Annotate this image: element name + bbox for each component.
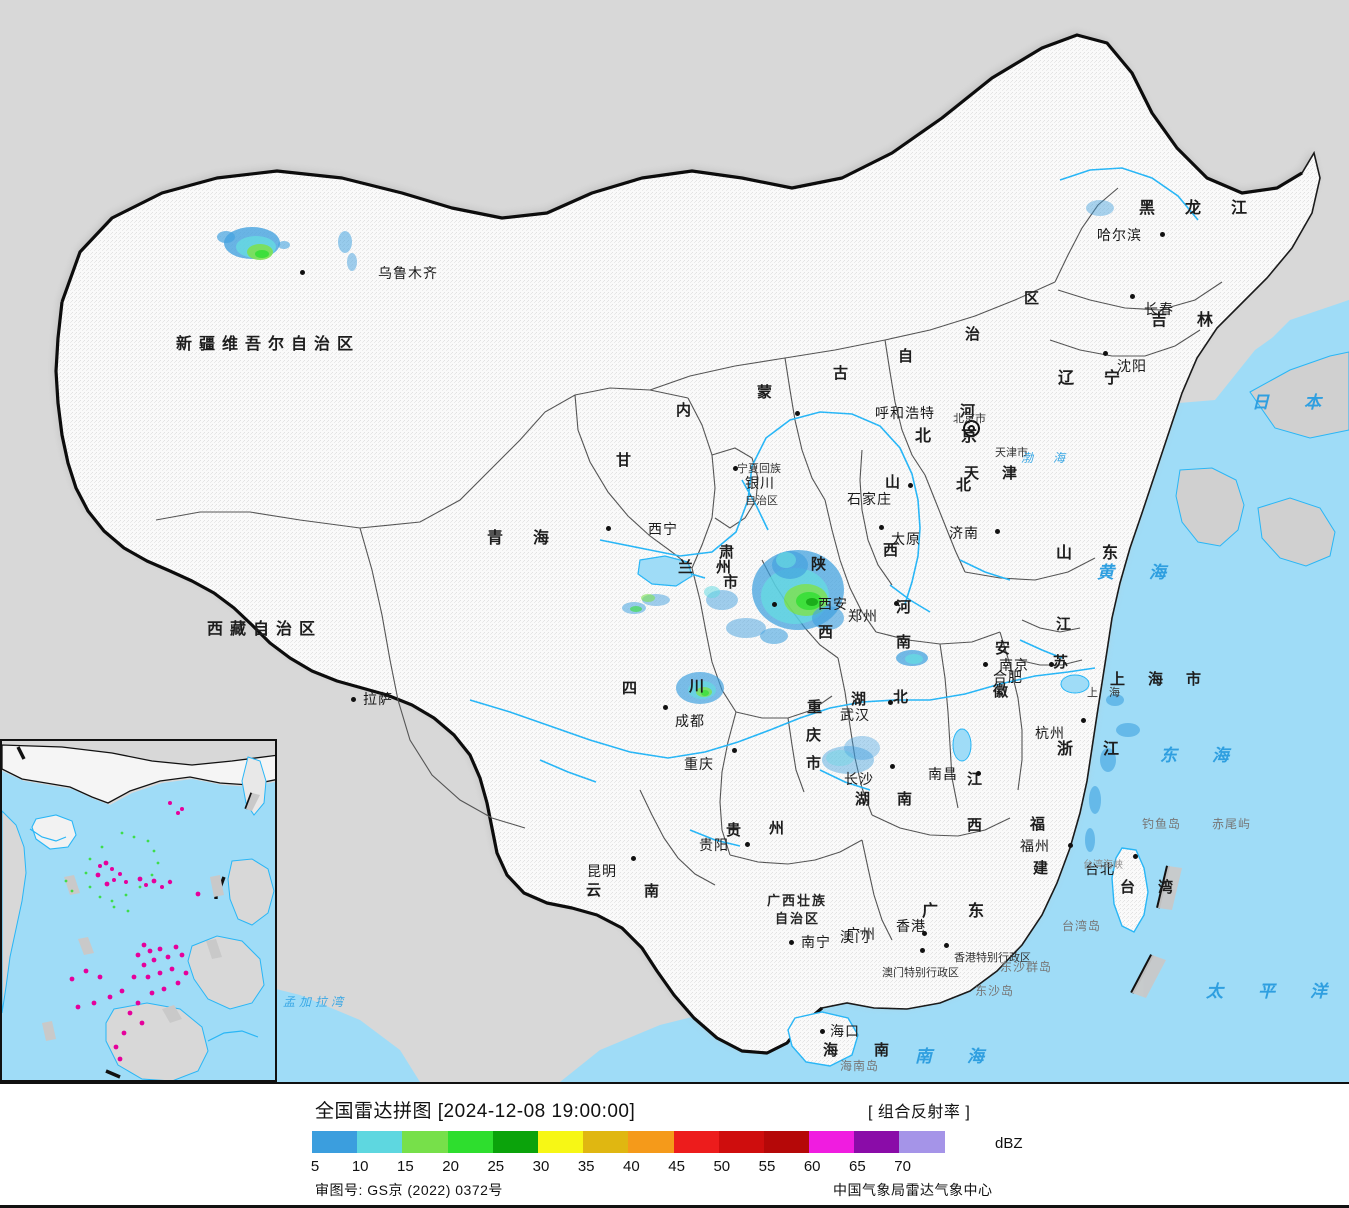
city-dot — [1130, 294, 1135, 299]
colorbar-swatch[interactable] — [763, 1131, 810, 1153]
colorbar-tick: 35 — [577, 1158, 595, 1175]
colorbar-swatch[interactable] — [583, 1131, 629, 1153]
city-dot — [795, 411, 800, 416]
city-dot — [944, 943, 949, 948]
city-dot — [772, 602, 777, 607]
colorbar-swatch[interactable] — [899, 1131, 945, 1153]
city-dot — [922, 931, 927, 936]
colorbar-swatch[interactable] — [718, 1131, 764, 1153]
city-dot — [894, 601, 899, 606]
capital-marker-beijing — [963, 420, 980, 437]
approval-number: 审图号: GS京 (2022) 0372号 — [315, 1182, 503, 1198]
city-dot — [732, 748, 737, 753]
colorbar-tick: 45 — [668, 1158, 685, 1175]
city-dot — [908, 483, 913, 488]
city-dot — [733, 466, 738, 471]
colorbar-swatch[interactable] — [312, 1131, 358, 1153]
city-dot — [920, 948, 925, 953]
city-dot — [976, 771, 981, 776]
dbz-colorbar[interactable] — [312, 1131, 945, 1153]
dbz-unit-label: dBZ — [995, 1135, 1023, 1152]
city-dot — [879, 525, 884, 530]
map-vector-layer — [0, 32, 1349, 1082]
source-org: 中国气象局雷达气象中心 — [833, 1182, 993, 1198]
colorbar-swatch[interactable] — [492, 1131, 538, 1153]
colorbar-tick: 10 — [351, 1158, 369, 1175]
south-china-sea-inset-map[interactable]: 广西壮族自治区广 东南宁广州香港特别行政区澳门特别行政区台湾台湾岛东沙群岛东沙岛… — [0, 739, 277, 1082]
inset-vector-layer — [2, 741, 275, 1080]
city-dot — [890, 764, 895, 769]
colorbar-swatch[interactable] — [673, 1131, 719, 1153]
colorbar-tick: 50 — [713, 1158, 731, 1175]
city-dot — [631, 856, 636, 861]
colorbar-tick: 5 — [310, 1158, 320, 1175]
colorbar-swatch[interactable] — [628, 1131, 674, 1153]
colorbar-tick: 20 — [442, 1158, 459, 1175]
colorbar-swatch[interactable] — [854, 1131, 900, 1153]
city-dot — [745, 842, 750, 847]
colorbar-swatch[interactable] — [809, 1131, 855, 1153]
colorbar-swatch[interactable] — [537, 1131, 584, 1153]
title-row: 全国雷达拼图 [2024-12-08 19:00:00] [ 组合反射率 ] — [0, 1096, 1349, 1122]
city-dot — [983, 662, 988, 667]
product-mode-label: [ 组合反射率 ] — [868, 1104, 971, 1121]
city-dot — [789, 940, 794, 945]
colorbar-tick: 40 — [623, 1158, 640, 1175]
city-dot — [1103, 351, 1108, 356]
colorbar-swatch[interactable] — [402, 1131, 448, 1153]
city-dot — [1081, 718, 1086, 723]
city-dot — [888, 700, 893, 705]
city-dot — [606, 526, 611, 531]
city-dot — [995, 529, 1000, 534]
colorbar-swatch[interactable] — [447, 1131, 493, 1153]
colorbar-tick: 25 — [487, 1158, 505, 1175]
colorbar-tick: 60 — [803, 1158, 821, 1175]
colorbar-tick: 30 — [532, 1158, 550, 1175]
city-dot — [1133, 854, 1138, 859]
colorbar-tick: 15 — [397, 1158, 414, 1175]
city-dot — [1068, 843, 1073, 848]
colorbar-tick: 65 — [849, 1158, 866, 1175]
page-title: 全国雷达拼图 [2024-12-08 19:00:00] — [315, 1101, 636, 1122]
colorbar-swatch[interactable] — [357, 1131, 403, 1153]
china-radar-map[interactable]: 新疆维吾尔自治区 西藏自治区青 海内蒙古自治区黑 龙 江吉 林辽 宁河北山西山 东… — [0, 0, 1349, 1082]
colorbar-tick: 55 — [758, 1158, 776, 1175]
city-dot — [351, 697, 356, 702]
colorbar-tick: 70 — [894, 1158, 911, 1175]
city-dot — [1160, 232, 1165, 237]
city-dot — [663, 705, 668, 710]
city-dot — [1049, 662, 1054, 667]
city-dot — [820, 1029, 825, 1034]
city-dot — [300, 270, 305, 275]
